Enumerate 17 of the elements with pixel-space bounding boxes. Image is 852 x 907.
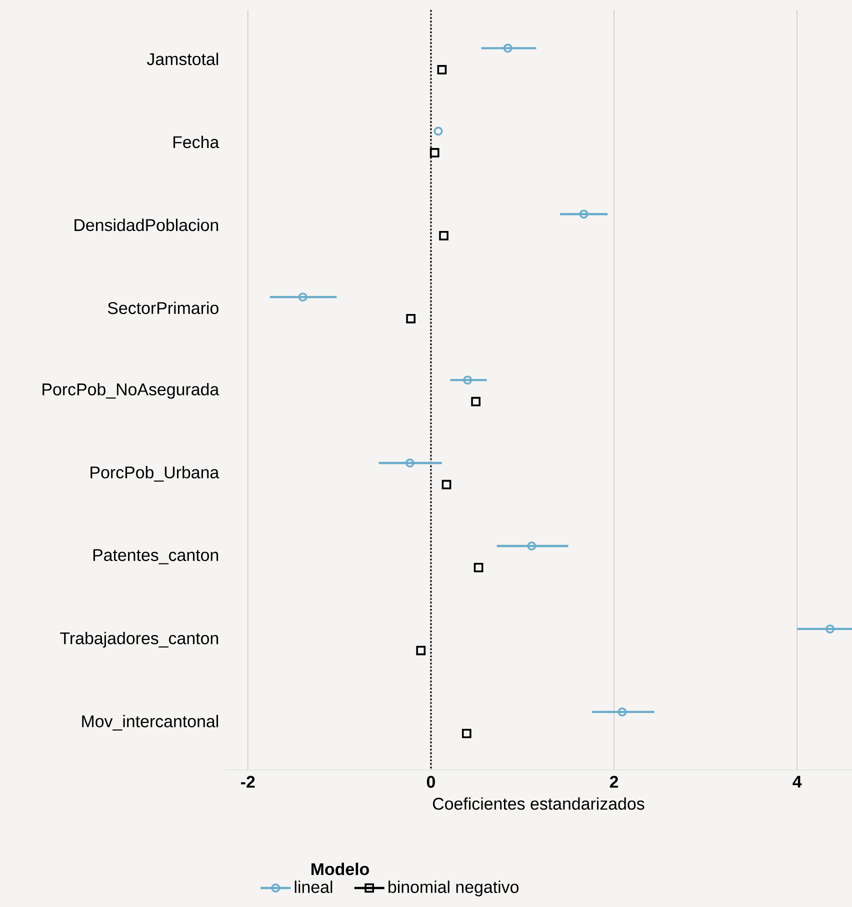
x-tick-label: 4 <box>792 776 802 788</box>
y-tick-label: SectorPrimario <box>108 302 218 314</box>
y-tick-label: Patentes_canton <box>93 549 218 564</box>
y-tick-label: Mov_intercantonal <box>82 714 218 731</box>
x-tick-label: -2 <box>241 776 255 788</box>
legend-title: Modelo <box>312 862 369 876</box>
x-tick-label: 2 <box>610 776 618 788</box>
y-tick-label: Jamstotal <box>146 52 218 66</box>
y-tick-label: Fecha <box>173 136 220 148</box>
y-tick-label: PorcPob_NoAsegurada <box>42 382 220 399</box>
x-axis-title: Coeficientes estandarizados <box>432 797 644 810</box>
y-tick-label: PorcPob_Urbana <box>90 466 220 482</box>
y-tick-label: Trabajadores_canton <box>60 632 218 648</box>
legend-label: lineal <box>294 880 332 894</box>
x-tick-label: 0 <box>426 776 435 788</box>
y-tick-label: DensidadPoblacion <box>74 218 218 232</box>
legend-label: binomial negativo <box>388 880 518 896</box>
